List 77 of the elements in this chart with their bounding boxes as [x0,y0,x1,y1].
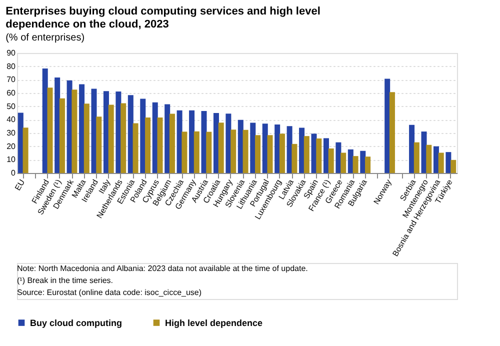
text: (¹) Break in the time series. [17,276,114,285]
x-tick-label: EU [13,178,27,192]
y-tick-label: 10 [6,155,16,164]
bar [409,124,415,173]
bar [360,150,366,173]
bar [96,116,102,173]
bar [328,148,334,173]
bar [103,91,109,173]
bar [299,128,305,173]
legend-label: High level dependence [165,318,263,328]
bar [47,88,53,173]
bar [255,135,261,173]
bar [189,110,195,173]
bar [238,120,244,173]
bar [152,102,158,173]
y-tick-label: 30 [6,128,16,138]
bar [140,98,146,173]
bar [116,92,122,173]
y-tick-label: 70 [6,75,16,84]
bar [384,78,390,173]
bar [323,138,329,173]
bar [365,156,371,173]
bar [262,124,268,173]
bar [267,135,273,173]
bar [316,138,322,173]
bar [414,142,420,173]
source-note: Source: Eurostat (online data code: isoc_cicce_use) [17,288,202,297]
bar [120,103,126,173]
y-tick-label: 60 [6,88,16,98]
bar [426,144,432,173]
bar [157,118,163,173]
bar [54,78,60,173]
bar [169,114,175,173]
y-tick-label: 90 [6,48,16,58]
bar [292,144,298,173]
bar [59,98,65,173]
bar [213,113,219,173]
bar [84,104,90,173]
bar [274,124,280,173]
bar [194,131,200,173]
bar [389,92,395,173]
text: Note: North Macedonia and Albania: 2023 data not available at the time of update. [17,264,308,273]
bar [433,146,439,173]
bar [79,84,85,173]
chart-title: Enterprises buying cloud computing services and high level dependence on the cloud, 2023 [6,6,320,30]
chart-subtitle: (% of enterprises) [6,32,85,44]
bar [279,134,285,173]
bar [22,128,28,173]
bar [218,122,224,173]
bar [304,136,310,173]
bar [336,142,342,173]
bar [226,114,232,173]
bar [450,160,456,173]
bar [164,104,170,173]
bar [128,95,134,173]
bar [132,123,138,173]
legend-label: Buy cloud computing [30,318,122,328]
y-tick-label: 40 [6,115,16,124]
bar [352,156,358,173]
bar [438,152,444,173]
bar [242,130,248,173]
bar [182,132,188,173]
bar [340,152,346,173]
bar [18,112,24,173]
bar [206,132,212,173]
y-tick-label: 20 [6,142,16,151]
bar [446,152,452,173]
bar [250,122,256,173]
bar [230,130,236,173]
y-tick-label: 0 [11,168,16,178]
bar [108,104,114,173]
y-tick-label: 80 [6,62,16,71]
bar [42,68,48,173]
bar [348,149,354,173]
bar [145,118,151,173]
bar [72,90,78,173]
y-tick-label: 50 [6,102,16,111]
